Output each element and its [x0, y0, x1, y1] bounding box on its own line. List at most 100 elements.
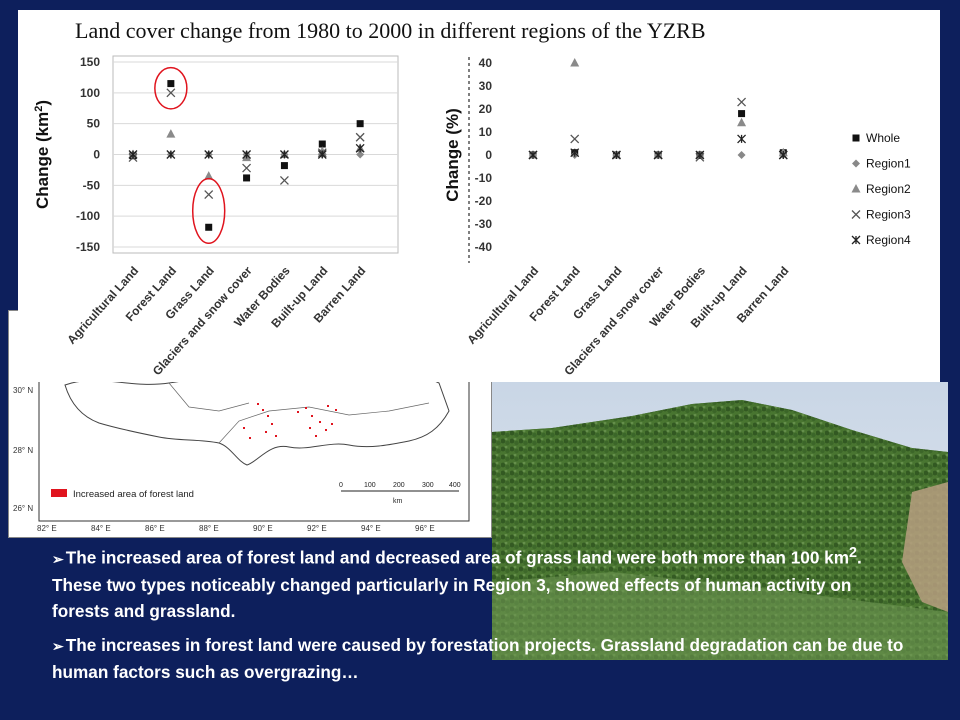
- point-whole-6: [318, 140, 326, 148]
- legend-label-region2: Region2: [866, 182, 911, 196]
- scale-label-300: 300: [422, 482, 434, 489]
- highlight-circle: [191, 177, 226, 245]
- scale-label-400: 400: [449, 482, 461, 489]
- point-region4-4: [242, 150, 252, 159]
- forest-increase-dots: [243, 403, 337, 439]
- y-tick-label: -100: [76, 209, 100, 223]
- lon-label-88: 88° E: [199, 524, 219, 533]
- point-region4-7: [355, 143, 365, 153]
- point-region4-6: [317, 150, 327, 159]
- lon-label-82: 82° E: [37, 524, 57, 533]
- bullet-item-2: ➢ The increases in forest land were cause…: [52, 632, 912, 685]
- point-whole-2: [167, 80, 175, 88]
- lon-label-84: 84° E: [91, 524, 111, 533]
- point-region2-2: [570, 58, 580, 67]
- bullet-tail-1: . These two types noticeably changed par…: [52, 547, 862, 621]
- legend-marker-region2: [851, 184, 861, 193]
- y-tick-label: 150: [80, 55, 100, 69]
- bullet-item-1: ➢ The increased area of forest land and d…: [52, 540, 912, 624]
- chart-panel: 150 100 50 0 -50 -100 -150 Change (km2) Agricult…: [18, 10, 940, 382]
- legend: Whole Region1 Region2 Region3 Region4: [851, 131, 911, 247]
- point-region4-5: [695, 150, 705, 160]
- point-region3-2: [570, 134, 580, 144]
- legend-label-region4: Region4: [866, 233, 911, 247]
- lon-label-86: 86° E: [145, 524, 165, 533]
- lat-label-28: 28° N: [13, 446, 33, 455]
- lon-label-90: 90° E: [253, 524, 273, 533]
- forest-hillside-photo: [492, 382, 948, 660]
- x-tick-label: Agricultural Land: [464, 264, 541, 347]
- point-region4-3: [611, 150, 621, 160]
- point-whole-7: [356, 120, 364, 128]
- point-region4-1: [528, 150, 538, 160]
- point-region3-4: [242, 163, 252, 173]
- lon-label-96: 96° E: [415, 524, 435, 533]
- y-axis-label: Change (%): [443, 108, 462, 202]
- point-region1-6: [737, 151, 746, 159]
- point-whole-3: [205, 223, 213, 231]
- y-tick-label: -150: [76, 240, 100, 254]
- legend-marker-region4: [851, 235, 861, 245]
- y-tick-label: 30: [479, 79, 493, 93]
- y-tick-label: 40: [479, 56, 493, 70]
- scale-unit: km: [393, 498, 403, 505]
- y-tick-label: 0: [485, 148, 492, 162]
- y-axis-label: Change (km2): [33, 100, 52, 209]
- point-region3-2: [166, 88, 176, 98]
- point-region4-3: [204, 150, 214, 159]
- lon-label-94: 94° E: [361, 524, 381, 533]
- point-region4-6: [737, 134, 747, 144]
- point-region3-3: [204, 190, 214, 200]
- x-tick-label: Agricultural Land: [64, 264, 141, 347]
- y-tick-label: -20: [475, 194, 493, 208]
- point-region3-7: [355, 132, 365, 142]
- point-region4-5: [279, 150, 289, 159]
- point-whole-5: [280, 162, 288, 170]
- y-tick-label: 10: [479, 125, 493, 139]
- bullet-text-1: The increased area of forest land and de…: [65, 547, 849, 568]
- lat-label-30: 30° N: [13, 386, 33, 395]
- y-tick-label: -40: [475, 240, 493, 254]
- y-tick-label: 100: [80, 86, 100, 100]
- scale-label-200: 200: [393, 482, 405, 489]
- bullet-text-2: The increases in forest land were caused…: [52, 634, 904, 682]
- point-region4-2: [570, 148, 580, 158]
- chart-2: 40 30 20 10 0 -10 -20 -30 -40 Change (%) Agricultu…: [443, 56, 911, 378]
- chart-1: 150 100 50 0 -50 -100 -150 Change (km2) Agricult…: [33, 55, 399, 378]
- point-region4-1: [128, 150, 138, 159]
- map-svg: 30° N 28° N 26° N 82° E 84° E 86° E 88° …: [13, 312, 470, 533]
- legend-label-region3: Region3: [866, 208, 911, 222]
- y-tick-label: -50: [83, 178, 101, 192]
- legend-swatch-forest: [51, 489, 67, 497]
- legend-marker-region3: [851, 210, 861, 219]
- y-tick-label: 20: [479, 102, 493, 116]
- bullet-sup-1: 2: [849, 545, 857, 561]
- bullet-list: ➢ The increased area of forest land and d…: [52, 540, 912, 693]
- scale-label-0: 0: [339, 482, 343, 489]
- point-region3-6: [737, 97, 747, 107]
- lon-label-92: 92° E: [307, 524, 327, 533]
- point-region2-6: [737, 117, 747, 127]
- y-tick-label: 0: [93, 148, 100, 162]
- y-tick-label: -30: [475, 217, 493, 231]
- point-region4-7: [778, 150, 788, 160]
- map-legend-label: Increased area of forest land: [73, 489, 194, 500]
- arrow-bullet-icon: ➢: [52, 550, 64, 567]
- point-region4-4: [653, 150, 663, 160]
- point-region4-2: [166, 150, 176, 159]
- point-region1-7: [356, 150, 365, 159]
- photo-illustration: [492, 382, 948, 660]
- arrow-bullet-icon: ➢: [52, 637, 64, 654]
- legend-label-whole: Whole: [866, 131, 900, 145]
- highlight-circle: [154, 66, 188, 110]
- point-region3-5: [279, 175, 289, 185]
- chart-title: Land cover change from 1980 to 2000 in d…: [75, 18, 706, 43]
- y-tick-label: 50: [87, 117, 101, 131]
- point-region2-3: [204, 171, 214, 180]
- legend-label-region1: Region1: [866, 157, 911, 171]
- legend-marker-whole: [852, 134, 860, 142]
- y-tick-label: -10: [475, 171, 493, 185]
- point-whole-6: [738, 110, 746, 118]
